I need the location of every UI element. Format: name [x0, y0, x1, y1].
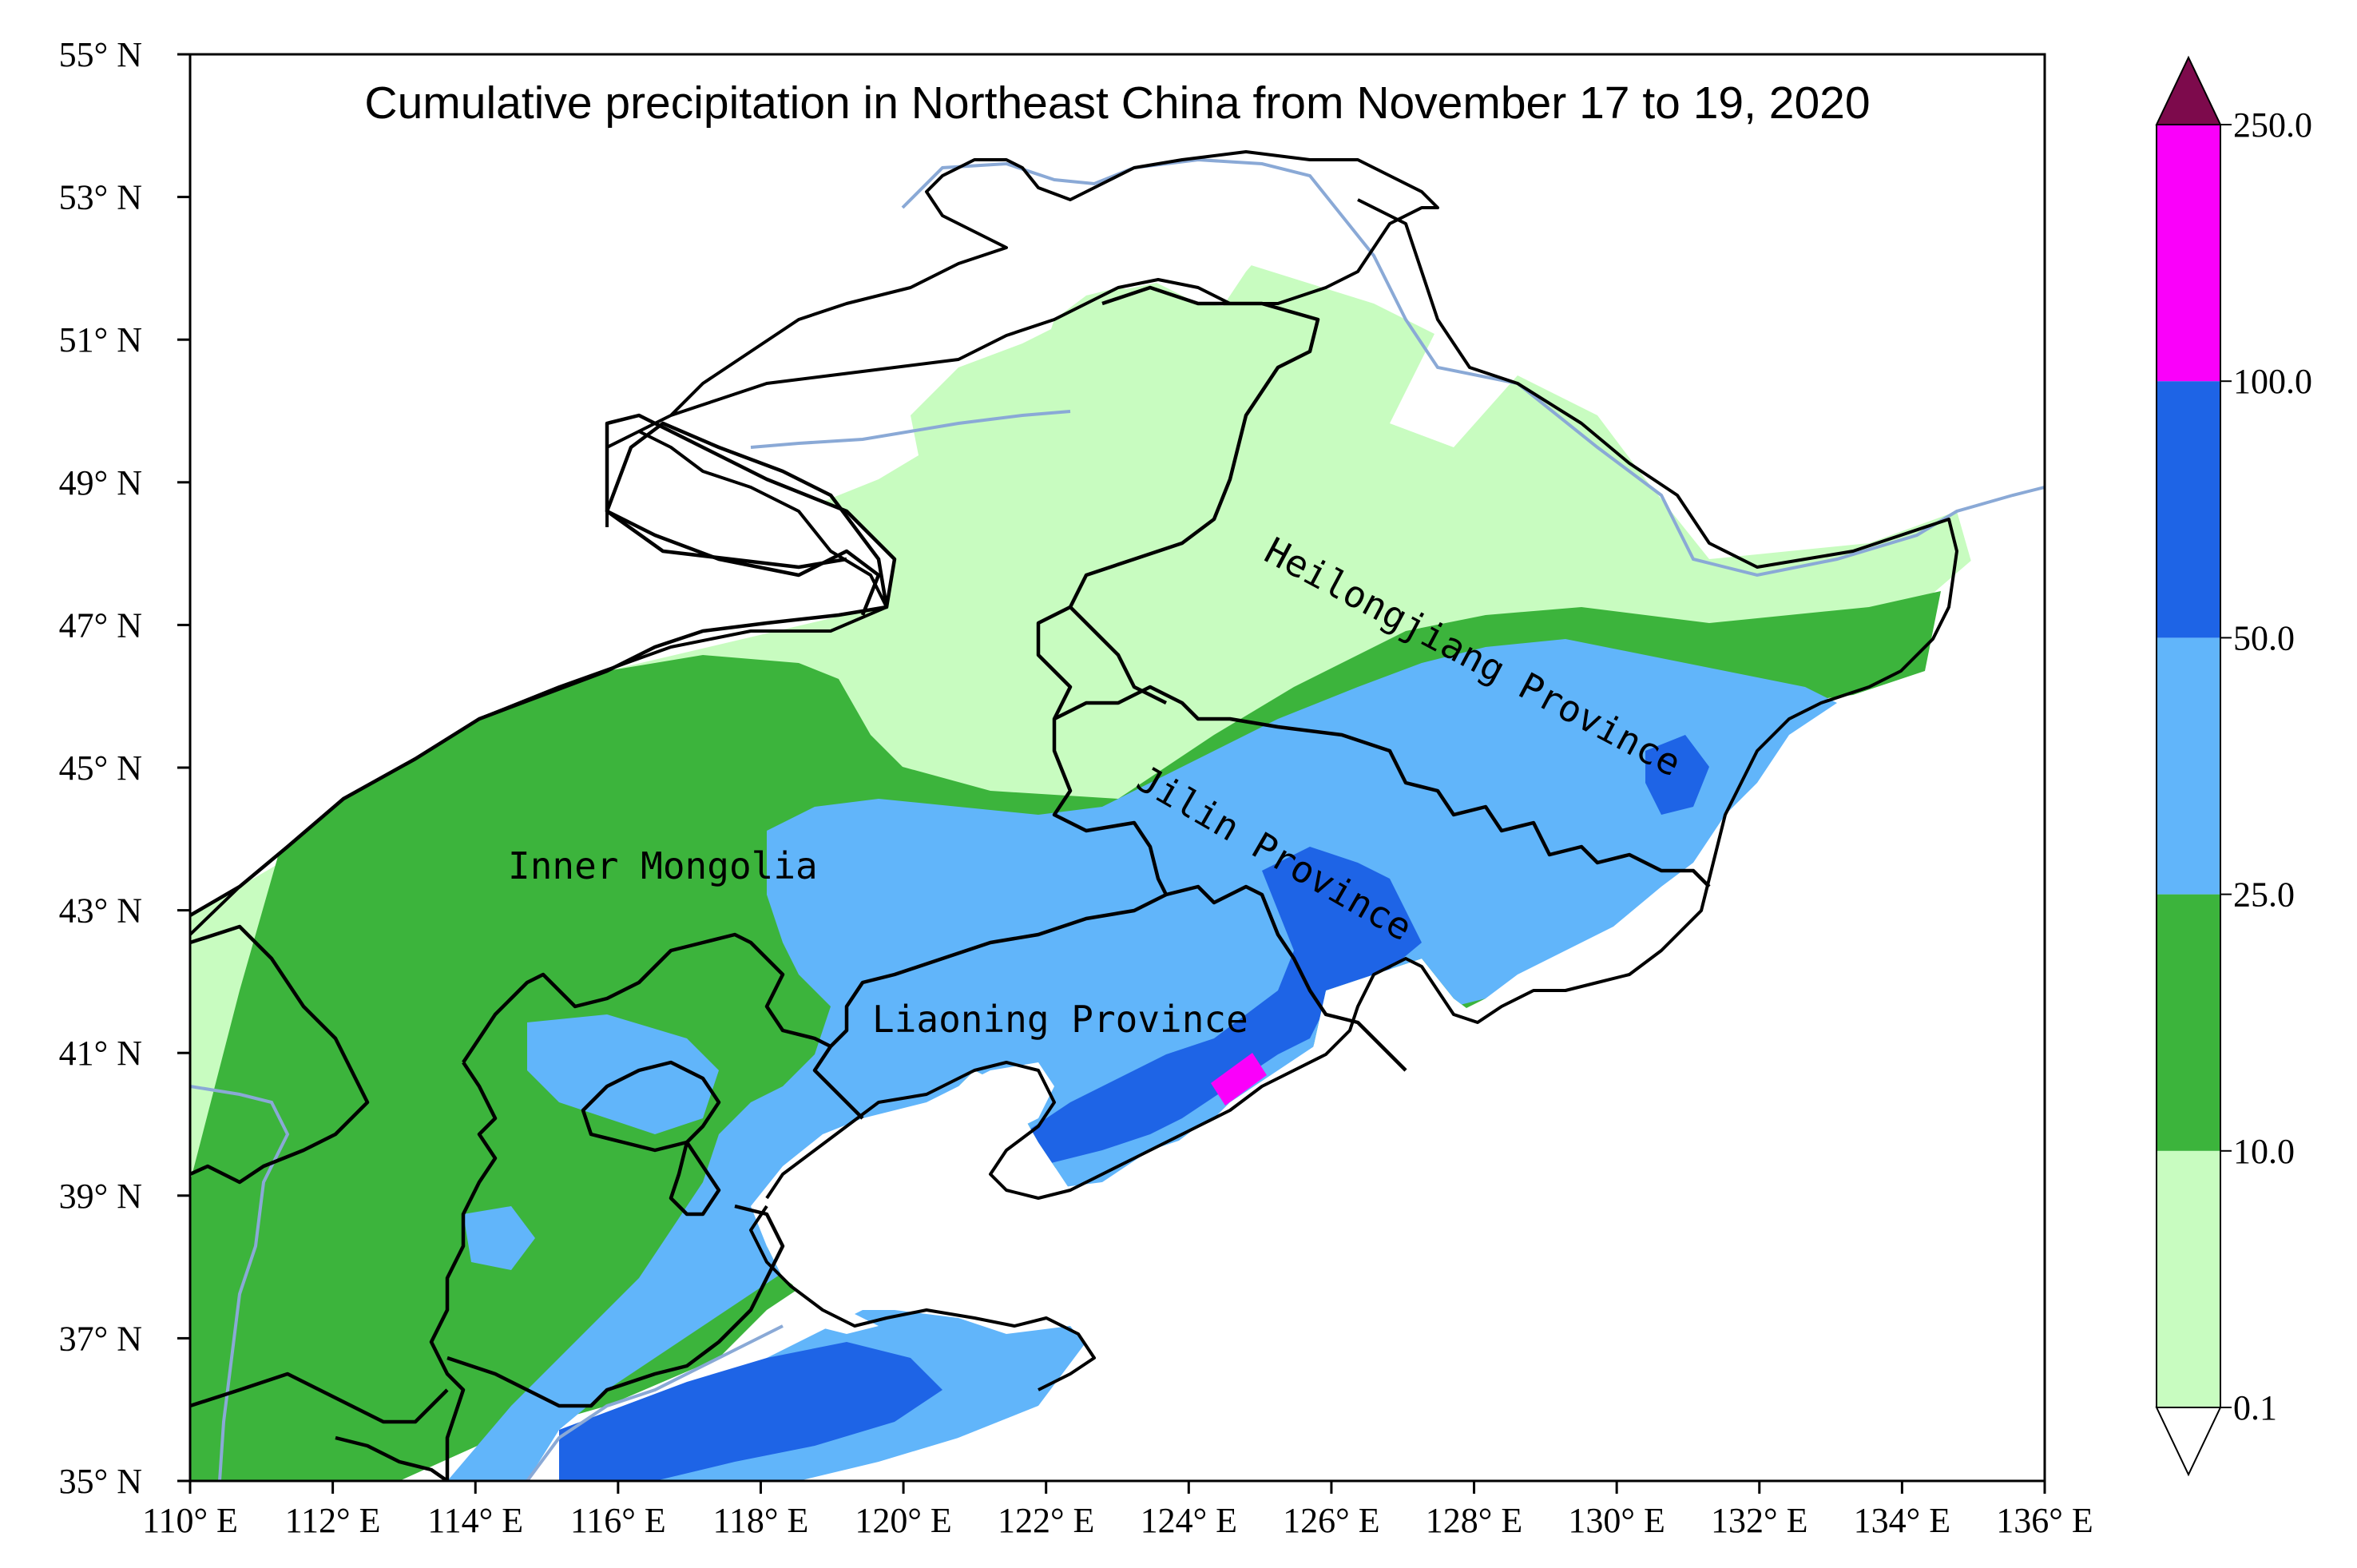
- rivers: [190, 157, 2045, 1481]
- lat-tick-label: 37° N: [59, 1319, 142, 1358]
- lat-tick-label: 47° N: [59, 605, 142, 645]
- coast-northeast: [765, 198, 1958, 1200]
- map-border: [188, 53, 2046, 1483]
- colorbar-bin: [2157, 637, 2220, 895]
- precipitation-fields: [190, 264, 1973, 1481]
- lon-tick-label: 132° E: [1711, 1501, 1807, 1540]
- precip-zone-darkblue-ne: [1645, 735, 1709, 815]
- label-liaoning: Liaoning Province: [872, 998, 1248, 1041]
- colorbar-bin: [2157, 125, 2220, 382]
- colorbar-label: 250.0: [2233, 105, 2312, 145]
- lat-tick-label: 55° N: [59, 35, 142, 74]
- coast-northwest: [638, 150, 1439, 433]
- lon-tick-label: 136° E: [1996, 1501, 2093, 1540]
- lon-tick-label: 134° E: [1854, 1501, 1950, 1540]
- lon-tick-label: 116° E: [570, 1501, 666, 1540]
- lon-tick-label: 126° E: [1283, 1501, 1379, 1540]
- river-south: [526, 1324, 784, 1481]
- colorbar-bin: [2157, 1150, 2220, 1407]
- lat-tick-label: 39° N: [59, 1177, 142, 1216]
- lon-tick-label: 112° E: [285, 1501, 381, 1540]
- colorbar-label: 0.1: [2233, 1388, 2277, 1427]
- precip-zone-lightblue-west: [527, 1014, 719, 1134]
- lon-tick-label: 110° E: [142, 1501, 238, 1540]
- lat-tick-label: 43° N: [59, 891, 142, 931]
- colorbar-over-triangle: [2155, 55, 2222, 125]
- coast-shandong: [749, 1205, 1096, 1391]
- precip-zone-darkblue: [990, 847, 1422, 1182]
- lat-tick-label: 51° N: [59, 320, 142, 359]
- precip-zone-magenta: [1211, 1053, 1267, 1106]
- longitude-axis: 110° E 112° E 114° E 116° E 118° E 120° E 122°…: [142, 1481, 2093, 1540]
- border-sw2: [335, 1435, 449, 1481]
- lat-tick-label: 41° N: [59, 1034, 142, 1073]
- lat-tick-label: 45° N: [59, 748, 142, 788]
- lat-tick-label: 35° N: [59, 1462, 142, 1501]
- border-jilin-liaoning: [1165, 884, 1407, 1072]
- border-sw: [190, 924, 370, 1185]
- coastline: [190, 150, 1958, 1391]
- river-yellow: [190, 1085, 290, 1481]
- map-title: Cumulative precipitation in Northeast Ch…: [364, 77, 1870, 129]
- colorbar-label: 25.0: [2233, 875, 2295, 915]
- lon-tick-label: 128° E: [1426, 1501, 1522, 1540]
- precip-zone-light-north: [911, 288, 1326, 495]
- bohai-sea: [751, 1062, 1054, 1334]
- lon-tick-label: 120° E: [855, 1501, 951, 1540]
- colorbar: 0.1 10.0 25.0 50.0 100.0 250.0: [2155, 55, 2312, 1477]
- precip-zone-darkblue-south: [559, 1342, 942, 1481]
- border-shandong: [446, 1204, 785, 1408]
- colorbar-outline: [2156, 125, 2221, 1407]
- lat-tick-label: 53° N: [59, 178, 142, 217]
- latitude-axis: 35° N 37° N 39° N 41° N 43° N 45° N 47° N 49° N…: [59, 35, 190, 1501]
- lon-tick-label: 130° E: [1568, 1501, 1665, 1540]
- colorbar-label: 10.0: [2233, 1132, 2295, 1171]
- colorbar-under-triangle: [2155, 1407, 2222, 1477]
- border-beijing: [581, 1060, 721, 1153]
- precip-zone-lightblue-sw: [463, 1206, 535, 1270]
- precip-zone-lightblue: [447, 639, 1837, 1481]
- border-heilongjiang-jilin: [1053, 685, 1711, 888]
- colorbar-label: 50.0: [2233, 618, 2295, 657]
- lon-tick-label: 118° E: [713, 1501, 809, 1540]
- colorbar-bin: [2157, 381, 2220, 638]
- border-tianjin: [669, 1140, 721, 1217]
- border-henan-shanxi: [190, 1372, 449, 1424]
- label-inner-mongolia: Inner Mongolia: [508, 844, 818, 887]
- lon-tick-label: 122° E: [998, 1501, 1094, 1540]
- colorbar-label: 100.0: [2233, 362, 2312, 401]
- colorbar-bin: [2157, 894, 2220, 1151]
- lon-tick-label: 114° E: [427, 1501, 523, 1540]
- border-hebei-north: [462, 932, 832, 1064]
- lat-tick-label: 49° N: [59, 463, 142, 502]
- river-argun: [750, 410, 1071, 449]
- border-hulunbuir: [605, 421, 889, 608]
- border-inner-mongolia-east: [1036, 605, 1169, 896]
- river-amur: [901, 157, 2045, 578]
- lon-tick-label: 124° E: [1141, 1501, 1237, 1540]
- border-liaoning-west: [812, 892, 1168, 1120]
- coast-north: [190, 430, 888, 936]
- border-shanxi-hebei: [429, 1061, 498, 1481]
